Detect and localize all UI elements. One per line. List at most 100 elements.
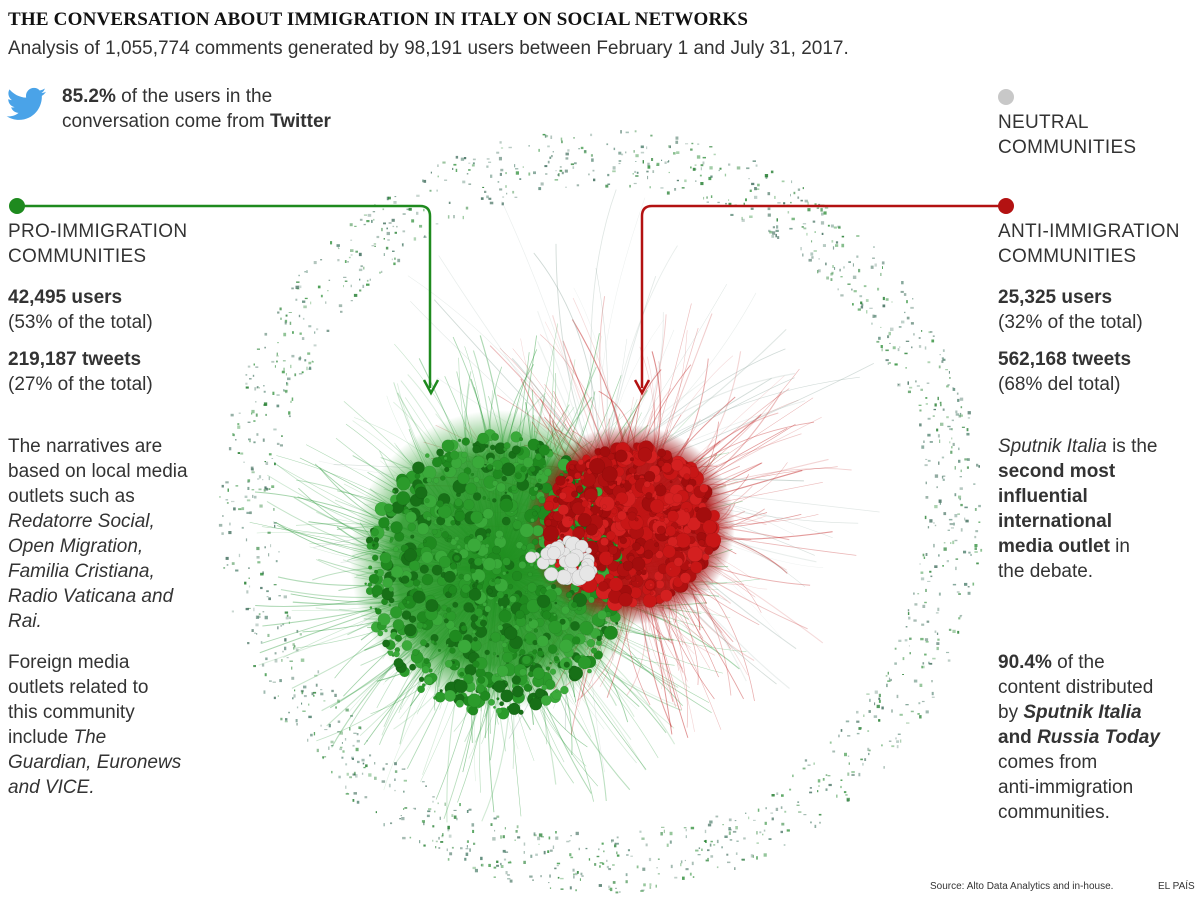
network-node bbox=[620, 548, 624, 552]
network-node bbox=[496, 665, 509, 677]
network-node bbox=[585, 523, 598, 536]
halo-dot bbox=[811, 240, 813, 243]
halo-dot bbox=[228, 531, 232, 535]
halo-dot bbox=[792, 774, 794, 778]
anti-content-line: by bbox=[998, 702, 1024, 723]
halo-dot bbox=[245, 386, 249, 389]
network-node bbox=[512, 520, 523, 530]
anti-sputnik-line: influential bbox=[998, 486, 1088, 507]
halo-dot bbox=[251, 489, 255, 491]
halo-dot bbox=[952, 387, 955, 389]
halo-dot bbox=[924, 346, 927, 350]
network-node bbox=[501, 475, 508, 482]
halo-dot bbox=[416, 194, 420, 197]
halo-dot bbox=[814, 231, 816, 233]
halo-dot bbox=[282, 623, 285, 626]
halo-dot bbox=[934, 524, 937, 527]
halo-dot bbox=[276, 404, 280, 408]
anti-content-line: comes from bbox=[998, 752, 1098, 773]
halo-dot bbox=[288, 621, 290, 624]
halo-dot bbox=[358, 726, 361, 729]
halo-dot bbox=[856, 710, 859, 714]
network-node bbox=[382, 577, 394, 589]
halo-dot bbox=[648, 857, 652, 862]
halo-dot bbox=[683, 827, 687, 829]
pro-arrow-head bbox=[422, 379, 440, 396]
halo-dot bbox=[932, 657, 936, 660]
network-node bbox=[408, 615, 417, 623]
network-node bbox=[443, 618, 449, 624]
network-node bbox=[457, 639, 472, 654]
halo-dot bbox=[910, 322, 914, 325]
halo-dot bbox=[641, 889, 645, 891]
halo-dot bbox=[685, 143, 689, 145]
halo-dot bbox=[344, 738, 347, 741]
halo-dot bbox=[809, 787, 812, 789]
halo-dot bbox=[366, 279, 369, 282]
network-node bbox=[599, 446, 611, 457]
halo-dot bbox=[306, 366, 308, 371]
network-node bbox=[480, 690, 491, 701]
network-node bbox=[371, 554, 379, 562]
halo-dot bbox=[552, 151, 554, 153]
halo-dot bbox=[724, 835, 728, 838]
halo-dot bbox=[652, 170, 655, 173]
halo-dot bbox=[974, 551, 978, 553]
halo-dot bbox=[629, 184, 631, 188]
network-node bbox=[590, 647, 598, 655]
network-node bbox=[527, 571, 533, 577]
halo-dot bbox=[354, 225, 357, 227]
halo-dot bbox=[339, 746, 343, 749]
halo-dot bbox=[958, 415, 962, 418]
halo-dot bbox=[770, 812, 774, 814]
network-node bbox=[457, 438, 462, 443]
halo-dot bbox=[633, 150, 635, 153]
halo-dot bbox=[947, 425, 951, 428]
halo-dot bbox=[743, 202, 745, 206]
halo-dot bbox=[451, 846, 454, 849]
halo-dot bbox=[411, 219, 415, 223]
halo-dot bbox=[882, 266, 883, 269]
halo-dot bbox=[910, 306, 914, 309]
halo-dot bbox=[317, 285, 321, 289]
halo-dot bbox=[932, 335, 935, 337]
halo-dot bbox=[246, 590, 249, 594]
halo-dot bbox=[231, 610, 234, 613]
network-node bbox=[463, 499, 475, 511]
halo-dot bbox=[296, 706, 299, 709]
halo-dot bbox=[591, 158, 594, 162]
halo-dot bbox=[465, 852, 469, 856]
network-node bbox=[431, 640, 435, 644]
network-node bbox=[374, 569, 379, 574]
halo-dot bbox=[580, 872, 583, 876]
network-node bbox=[596, 635, 603, 642]
network-node bbox=[525, 590, 529, 594]
halo-dot bbox=[866, 310, 868, 314]
halo-dot bbox=[772, 231, 776, 235]
halo-dot bbox=[466, 845, 468, 848]
halo-dot bbox=[927, 417, 931, 420]
halo-dot bbox=[218, 523, 223, 527]
halo-dot bbox=[248, 567, 250, 569]
halo-dot bbox=[949, 377, 951, 379]
network-node bbox=[661, 462, 672, 474]
halo-dot bbox=[481, 863, 484, 867]
pro-tweets-stat: 219,187 tweets (27% of the total) bbox=[8, 347, 153, 397]
network-node bbox=[496, 654, 500, 658]
network-node bbox=[446, 643, 449, 647]
halo-dot bbox=[364, 796, 368, 799]
halo-dot bbox=[509, 860, 511, 863]
halo-dot bbox=[950, 450, 953, 454]
halo-dot bbox=[304, 271, 307, 273]
halo-dot bbox=[921, 445, 925, 449]
halo-dot bbox=[668, 171, 670, 174]
halo-dot bbox=[554, 867, 557, 870]
halo-dot bbox=[902, 674, 904, 675]
neutral-core-nodes bbox=[525, 535, 598, 586]
halo-dot bbox=[289, 660, 293, 662]
halo-dot bbox=[537, 836, 541, 841]
network-node bbox=[382, 639, 391, 648]
halo-dot bbox=[896, 745, 899, 749]
halo-dot bbox=[394, 231, 397, 234]
network-node bbox=[536, 444, 542, 449]
